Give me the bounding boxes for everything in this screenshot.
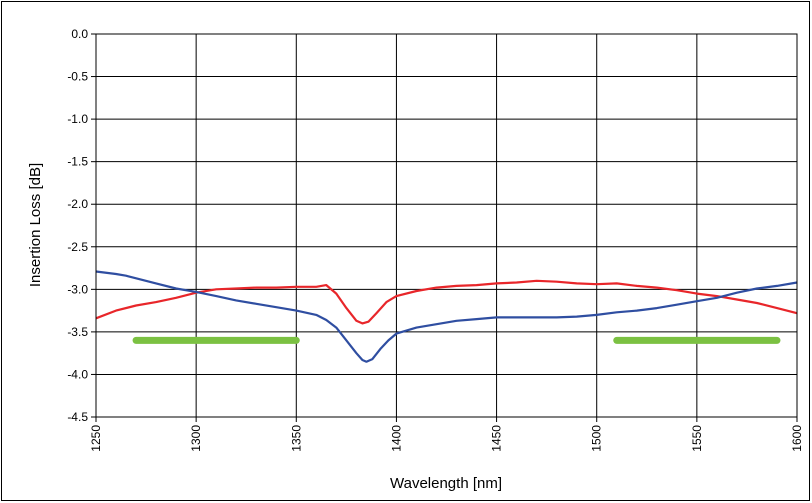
x-tick-label: 1400: [389, 425, 403, 452]
series-line: [95, 270, 798, 363]
plot-area: [96, 34, 797, 417]
y-axis-label: Insertion Loss [dB]: [27, 163, 44, 287]
y-tick-label: -4.5: [67, 410, 88, 424]
x-tick-label: 1250: [89, 425, 103, 452]
y-tick-label: -0.5: [67, 70, 88, 84]
y-tick-label: -1.5: [67, 155, 88, 169]
x-axis-ticks: 1250 1300 1350 1400 1450 1500 1550 1600: [89, 417, 804, 452]
y-tick-label: -3.0: [67, 282, 88, 296]
x-axis-label: Wavelength [nm]: [390, 475, 502, 492]
x-tick-label: 1350: [289, 425, 303, 452]
series-line: [95, 279, 798, 325]
y-tick-label: -2.0: [67, 197, 88, 211]
y-tick-label: -1.0: [67, 112, 88, 126]
series-lines: [95, 270, 798, 363]
y-tick-label: -3.5: [67, 325, 88, 339]
plot-border: [95, 33, 798, 418]
x-tick-label: 1550: [690, 425, 704, 452]
x-tick-label: 1500: [590, 425, 604, 452]
y-axis-ticks: 0.0 -0.5 -1.0 -1.5 -2.0 -2.5 -3.0 -3.5 -4.0 -4.5: [67, 27, 96, 424]
x-tick-label: 1300: [189, 425, 203, 452]
x-tick-label: 1450: [490, 425, 504, 452]
x-tick-label: 1600: [790, 425, 804, 452]
y-tick-label: -2.5: [67, 240, 88, 254]
y-tick-label: -4.0: [67, 367, 88, 381]
y-tick-label: 0.0: [71, 27, 88, 41]
